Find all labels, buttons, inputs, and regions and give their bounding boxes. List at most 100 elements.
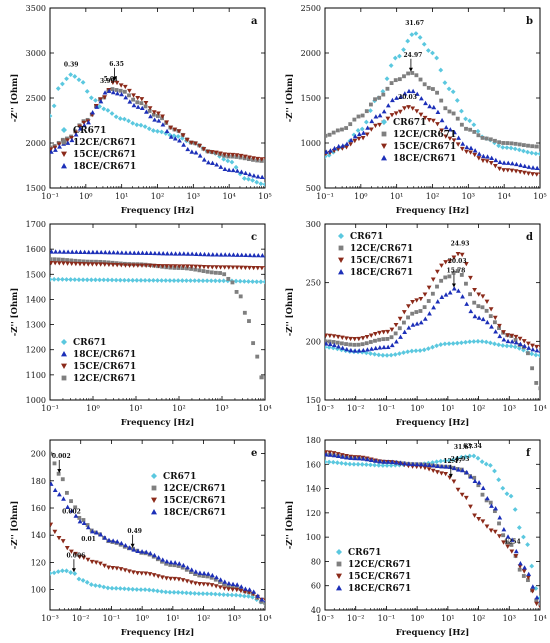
data-point [397, 53, 402, 59]
data-point [52, 487, 58, 493]
data-point [348, 336, 353, 342]
data-point [456, 288, 461, 293]
data-point [205, 265, 211, 270]
data-point [472, 287, 477, 293]
data-point [169, 251, 174, 256]
data-point [529, 563, 535, 569]
data-point [90, 249, 96, 255]
y-axis-label: -Z'' [Ohm] [285, 74, 295, 123]
data-point [389, 327, 395, 332]
data-point [489, 155, 495, 160]
data-point [246, 279, 251, 284]
panel-a: 10⁻¹ 10⁰ 10¹ 10² 10³ 10⁴ 10⁵ 1500 2000 2500 3000 35… [10, 4, 272, 216]
data-point [255, 158, 260, 163]
data-point [64, 76, 69, 82]
data-point [73, 249, 79, 254]
data-point [446, 86, 452, 92]
data-point [488, 528, 494, 533]
data-point [355, 461, 361, 467]
data-point [451, 465, 457, 471]
data-point [397, 77, 402, 82]
data-point [447, 259, 453, 264]
data-point [115, 250, 121, 255]
x-tick-label: 10¹ [441, 404, 454, 413]
data-point [425, 48, 431, 53]
data-point [492, 140, 497, 146]
data-point [140, 250, 145, 255]
data-point [434, 459, 440, 465]
legend-marker [381, 131, 387, 137]
data-point [72, 74, 78, 79]
data-point [80, 578, 86, 583]
data-point [493, 157, 499, 163]
data-point [185, 565, 190, 570]
data-point [68, 570, 74, 575]
data-point [489, 503, 494, 508]
data-point [505, 333, 511, 338]
series-18ce-cr671 [325, 452, 540, 603]
annotation-label: 24.93 [451, 240, 470, 247]
data-point [538, 602, 540, 606]
data-point [372, 332, 378, 337]
data-point [418, 320, 424, 325]
annotation-label: 6.35 [109, 61, 124, 68]
data-point [135, 95, 141, 101]
data-point [438, 458, 444, 464]
data-point [241, 176, 247, 181]
series-12ce-cr671 [325, 269, 540, 391]
data-point [88, 277, 94, 283]
legend-marker [381, 143, 387, 149]
data-point [389, 335, 394, 340]
data-point [380, 89, 386, 94]
data-point [373, 338, 377, 343]
data-point [127, 88, 132, 94]
data-point [251, 589, 257, 594]
data-point [493, 138, 497, 143]
data-point [94, 262, 99, 267]
data-point [57, 144, 62, 149]
data-point [521, 569, 527, 574]
data-point [94, 249, 100, 255]
data-point [369, 346, 374, 351]
data-point [160, 114, 165, 119]
data-point [230, 167, 236, 173]
data-point [119, 250, 125, 255]
x-tick-label: 10⁻² [72, 614, 90, 623]
data-point [188, 590, 193, 596]
data-point [439, 278, 444, 283]
data-point [242, 589, 248, 595]
data-point [397, 351, 402, 357]
x-axis-label: Frequency [Hz] [121, 206, 194, 216]
data-point [525, 542, 530, 547]
data-point [159, 589, 165, 594]
data-point [373, 458, 379, 463]
data-point [160, 251, 166, 256]
annotation-label: 24.97 [404, 52, 423, 59]
data-point [230, 280, 235, 285]
data-point [53, 147, 58, 152]
data-point [443, 292, 449, 297]
data-point [480, 294, 486, 299]
data-point [501, 527, 507, 532]
data-point [377, 345, 383, 350]
data-point [534, 595, 540, 600]
data-point [538, 144, 540, 149]
data-point [143, 571, 149, 576]
data-point [193, 569, 199, 574]
data-point [106, 260, 111, 265]
data-point [171, 589, 177, 595]
data-point [255, 266, 261, 271]
data-point [225, 158, 231, 164]
legend: CR671 12CE/CR671 15CE/CR671 18CE/CR671 [151, 472, 226, 518]
data-point [330, 345, 336, 351]
data-point [217, 585, 223, 590]
legend-label: 18CE/CR671 [73, 350, 136, 360]
y-tick-label: 2500 [301, 4, 321, 13]
data-point [176, 561, 182, 566]
data-point [229, 592, 235, 598]
data-point [455, 269, 460, 273]
data-point [365, 456, 370, 462]
data-point [126, 569, 132, 574]
data-point [259, 599, 264, 604]
data-point [497, 333, 503, 339]
